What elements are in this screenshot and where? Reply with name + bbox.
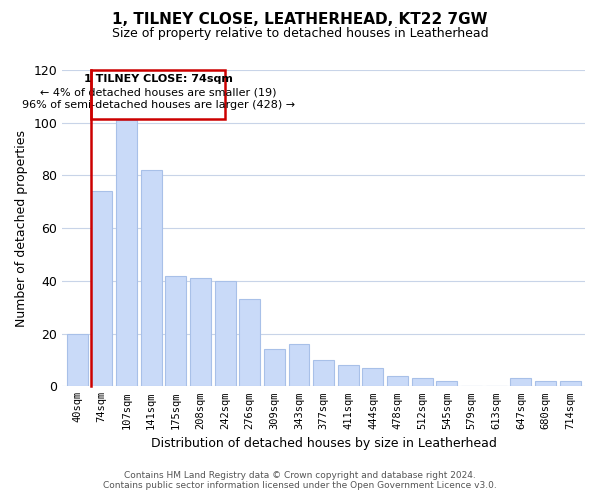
Bar bbox=[165, 276, 186, 386]
Text: ← 4% of detached houses are smaller (19): ← 4% of detached houses are smaller (19) bbox=[40, 87, 277, 97]
Bar bbox=[560, 381, 581, 386]
Bar bbox=[190, 278, 211, 386]
Bar bbox=[535, 381, 556, 386]
Text: Contains HM Land Registry data © Crown copyright and database right 2024.
Contai: Contains HM Land Registry data © Crown c… bbox=[103, 470, 497, 490]
Bar bbox=[91, 70, 225, 119]
Text: 96% of semi-detached houses are larger (428) →: 96% of semi-detached houses are larger (… bbox=[22, 100, 295, 110]
Bar bbox=[215, 281, 236, 386]
Bar bbox=[313, 360, 334, 386]
Bar bbox=[387, 376, 408, 386]
Bar bbox=[436, 381, 457, 386]
Bar bbox=[91, 192, 112, 386]
Bar bbox=[289, 344, 310, 387]
Bar bbox=[264, 350, 285, 387]
Y-axis label: Number of detached properties: Number of detached properties bbox=[15, 130, 28, 326]
Text: 1, TILNEY CLOSE, LEATHERHEAD, KT22 7GW: 1, TILNEY CLOSE, LEATHERHEAD, KT22 7GW bbox=[112, 12, 488, 28]
Bar bbox=[412, 378, 433, 386]
X-axis label: Distribution of detached houses by size in Leatherhead: Distribution of detached houses by size … bbox=[151, 437, 497, 450]
Bar bbox=[338, 365, 359, 386]
Text: 1 TILNEY CLOSE: 74sqm: 1 TILNEY CLOSE: 74sqm bbox=[84, 74, 233, 84]
Bar bbox=[511, 378, 532, 386]
Bar bbox=[239, 300, 260, 386]
Text: Size of property relative to detached houses in Leatherhead: Size of property relative to detached ho… bbox=[112, 28, 488, 40]
Bar bbox=[116, 120, 137, 386]
Bar bbox=[140, 170, 161, 386]
Bar bbox=[362, 368, 383, 386]
Bar bbox=[67, 334, 88, 386]
